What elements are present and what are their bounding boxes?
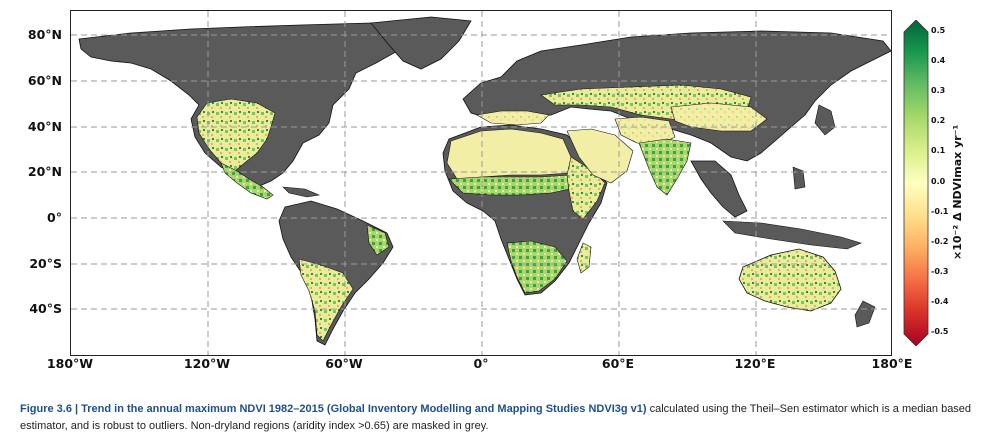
latitude-label-80n: 80°N <box>27 27 62 42</box>
colorbar-tick-neg0.4: -0.4 <box>931 297 949 306</box>
australia-dryland <box>738 248 842 312</box>
map-panel <box>70 10 892 356</box>
caption-title: Trend in the annual maximum NDVI 1982–20… <box>81 403 647 415</box>
china-dryland <box>670 102 768 132</box>
south-america-dryland <box>298 258 354 342</box>
philippines-masked <box>792 166 806 190</box>
colorbar-tick-0.1: 0.1 <box>931 146 946 155</box>
colorbar-tick-0.3: 0.3 <box>931 86 946 95</box>
figure-caption: Figure 3.6 | Trend in the annual maximum… <box>20 401 975 435</box>
colorbar-gradient <box>903 20 929 346</box>
longitude-label-180w: 180°W <box>46 356 94 371</box>
longitude-label-0: 0° <box>473 356 489 371</box>
colorbar-tick-0.0: 0.0 <box>931 177 946 186</box>
arabia-dryland <box>566 128 634 184</box>
caribbean-masked <box>282 186 321 198</box>
latitude-label-40s: 40°S <box>29 301 62 316</box>
new-zealand-masked <box>854 300 876 328</box>
longitude-label-60w: 60°W <box>325 356 363 371</box>
colorbar <box>903 20 929 346</box>
colorbar-tick-neg0.2: -0.2 <box>931 237 949 246</box>
caption-text: calculated using the Theil–Sen estimator… <box>20 403 972 432</box>
longitude-label-120w: 120°W <box>183 356 231 371</box>
colorbar-tick-neg0.1: -0.1 <box>931 207 949 216</box>
greenland-masked <box>370 16 472 70</box>
longitude-label-120e: 120°E <box>734 356 776 371</box>
latitude-label-20s: 20°S <box>29 256 62 271</box>
latitude-label-20n: 20°N <box>27 164 62 179</box>
latitude-label-40n: 40°N <box>27 119 62 134</box>
colorbar-tick-0.4: 0.4 <box>931 56 946 65</box>
north-america-dryland <box>196 98 276 172</box>
india-dryland <box>638 138 692 196</box>
gridlines <box>71 11 891 355</box>
colorbar-tick-neg0.5: -0.5 <box>931 327 949 336</box>
longitude-label-180e: 180°E <box>871 356 913 371</box>
mediterranean-dryland <box>476 110 550 126</box>
madagascar <box>576 242 592 274</box>
indonesia-masked <box>722 220 862 250</box>
caption-figure-number: Figure 3.6 | <box>20 403 79 415</box>
brazil-dryland <box>366 224 390 256</box>
longitude-label-60e: 60°E <box>601 356 635 371</box>
latitude-label-equator: 0° <box>47 210 62 225</box>
southeast-asia-masked <box>690 160 748 218</box>
colorbar-label: ×10⁻² Δ NDVImax yr⁻¹ <box>951 125 964 270</box>
latitude-label-60n: 60°N <box>27 73 62 88</box>
world-map <box>71 11 891 355</box>
colorbar-label-text: ×10⁻² Δ NDVImax yr⁻¹ <box>951 124 964 260</box>
japan-masked <box>814 104 836 136</box>
colorbar-tick-neg0.3: -0.3 <box>931 267 949 276</box>
colorbar-tick-0.2: 0.2 <box>931 116 946 125</box>
colorbar-tick-0.5: 0.5 <box>931 26 946 35</box>
southern-africa-dryland <box>506 240 568 294</box>
